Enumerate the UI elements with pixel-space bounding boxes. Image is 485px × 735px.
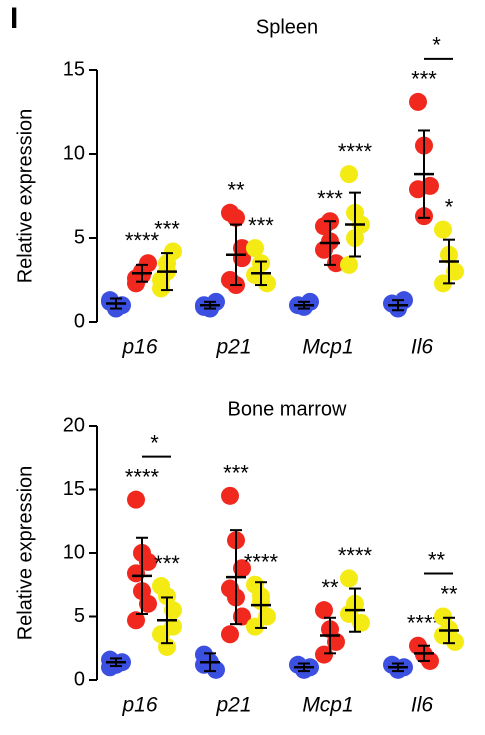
data-point — [409, 92, 427, 111]
x-tick-label: p16 — [121, 694, 157, 717]
significance: **** — [125, 464, 160, 489]
data-point — [127, 611, 145, 630]
x-tick-label: Il6 — [411, 694, 434, 717]
y-tick-label: 5 — [74, 605, 85, 627]
data-point — [164, 601, 182, 620]
data-point — [315, 645, 333, 664]
data-point — [446, 262, 464, 281]
data-point — [127, 490, 145, 509]
x-tick-label: Il6 — [411, 336, 434, 359]
x-tick-label: p21 — [215, 694, 251, 717]
y-axis-label: Relative expression — [14, 109, 36, 284]
data-point — [246, 617, 264, 636]
data-point — [246, 239, 264, 258]
data-point — [340, 569, 358, 588]
data-point — [315, 240, 333, 259]
significance: *** — [154, 216, 180, 241]
data-point — [227, 208, 245, 227]
x-tick-label: Mcp1 — [302, 336, 353, 359]
bracket-significance: * — [150, 430, 159, 455]
data-point — [434, 220, 452, 239]
y-tick-label: 0 — [74, 668, 85, 690]
x-tick-label: p16 — [121, 336, 157, 359]
data-point — [221, 625, 239, 644]
data-point — [340, 255, 358, 274]
y-tick-label: 15 — [63, 58, 85, 80]
y-tick-label: 10 — [63, 142, 85, 164]
significance: *** — [154, 551, 180, 576]
data-point — [315, 601, 333, 620]
significance: **** — [338, 543, 373, 568]
x-tick-label: p21 — [215, 336, 251, 359]
data-point — [164, 242, 182, 261]
data-point — [221, 486, 239, 505]
significance: *** — [317, 186, 343, 211]
significance: **** — [125, 228, 160, 253]
data-point — [340, 165, 358, 184]
data-point — [195, 655, 213, 674]
data-point — [409, 180, 427, 199]
data-point — [246, 265, 264, 284]
data-point — [258, 607, 276, 626]
chart-title: Bone marrow — [228, 398, 347, 420]
significance: ** — [227, 178, 245, 203]
bracket-significance: * — [432, 33, 441, 58]
significance: *** — [248, 213, 274, 238]
data-point — [327, 632, 345, 651]
data-point — [233, 559, 251, 578]
data-point — [164, 617, 182, 636]
panel-label: I — [10, 2, 18, 35]
y-tick-label: 0 — [74, 310, 85, 332]
y-axis-label: Relative expression — [14, 466, 36, 641]
data-point — [127, 564, 145, 583]
chart-title: Spleen — [256, 16, 318, 38]
significance: *** — [411, 67, 437, 92]
x-tick-label: Mcp1 — [302, 694, 353, 717]
data-point — [233, 607, 251, 626]
y-tick-label: 20 — [63, 414, 85, 436]
significance: *** — [223, 461, 249, 486]
significance: ** — [321, 575, 339, 600]
y-tick-label: 10 — [63, 541, 85, 563]
bracket-significance: ** — [428, 547, 446, 572]
data-point — [139, 552, 157, 571]
y-tick-label: 5 — [74, 226, 85, 248]
significance: **** — [244, 550, 279, 575]
significance: **** — [338, 139, 373, 164]
significance: ** — [440, 581, 458, 606]
data-point — [158, 587, 176, 606]
y-tick-label: 15 — [63, 478, 85, 500]
significance: * — [445, 194, 454, 219]
data-point — [139, 594, 157, 613]
